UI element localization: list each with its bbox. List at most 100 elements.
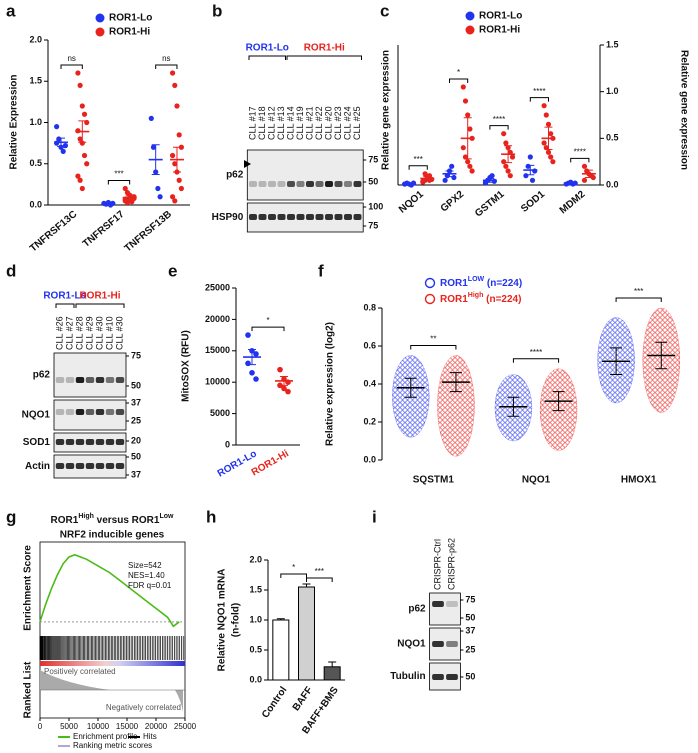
- significance-label: ****: [574, 147, 586, 156]
- legend-suffix: (n=224): [484, 278, 522, 289]
- lane-label: CLL #27: [64, 316, 74, 350]
- y-tick-label: 2.0: [249, 554, 262, 564]
- blot-strip: [429, 592, 461, 626]
- blot-band: [95, 463, 105, 469]
- stat-label: Size=542: [128, 561, 162, 570]
- blot-band: [105, 377, 115, 383]
- x-tick-label: 15000: [116, 722, 139, 731]
- blot-band: [75, 439, 85, 445]
- panel-letter: i: [372, 507, 377, 526]
- data-point: [75, 70, 81, 76]
- data-point: [467, 126, 473, 132]
- error-bar: [463, 117, 472, 160]
- error-bar: [423, 176, 432, 181]
- blot-band: [344, 214, 352, 220]
- significance-bracket: [489, 125, 509, 130]
- blot-band: [334, 181, 343, 187]
- error-bar: [526, 164, 535, 176]
- significance-label: ****: [533, 87, 545, 96]
- data-point: [245, 332, 251, 338]
- blot-band: [95, 409, 105, 415]
- error-bar: [507, 396, 520, 417]
- marker-label: 37: [465, 625, 475, 635]
- data-point: [543, 112, 549, 118]
- lane-label: CRISPR-Ctrl: [432, 539, 442, 590]
- blot-band: [268, 181, 276, 187]
- positive-label: Positively correlated: [44, 667, 116, 676]
- group-label: ROR1-Lo: [246, 43, 289, 54]
- data-point: [491, 178, 497, 184]
- legend-marker: [465, 25, 475, 35]
- data-point: [545, 121, 552, 127]
- group-label: ROR1-Hi: [304, 43, 345, 54]
- y-tick-label: 15000: [205, 345, 230, 355]
- blot-band: [55, 463, 65, 469]
- data-point: [129, 199, 135, 205]
- significance-label: ****: [530, 348, 542, 357]
- data-point: [75, 173, 81, 179]
- x-tick-label: GPX2: [439, 189, 467, 215]
- y-tick-label: 20000: [205, 314, 230, 324]
- blot-band: [334, 214, 343, 220]
- error-bar: [610, 347, 623, 375]
- lane-label: CLL #24: [342, 106, 352, 140]
- lane-label: CLL #23: [333, 106, 343, 140]
- data-point: [543, 145, 549, 151]
- group-label: ROR1-Hi: [79, 291, 120, 302]
- blot-band: [249, 181, 257, 187]
- blot-strip: [246, 202, 364, 233]
- data-point: [469, 168, 475, 174]
- lane-label: CLL #17: [247, 106, 257, 140]
- marker-label: 75: [368, 154, 378, 164]
- x-tick-label: NQO1: [397, 189, 426, 216]
- blot-band: [353, 214, 362, 220]
- title-sup: Low: [159, 513, 174, 520]
- bar: [323, 666, 341, 681]
- axis-label: Enrichment Score: [23, 545, 34, 631]
- x-tick-label: 25000: [174, 722, 197, 731]
- error-bar: [172, 146, 181, 173]
- blot-band: [296, 181, 305, 187]
- panel-letter: f: [318, 261, 324, 280]
- blot-band: [306, 181, 314, 187]
- data-point: [155, 185, 161, 192]
- blot-band: [65, 439, 75, 445]
- legend-marker: [424, 277, 436, 289]
- data-point: [172, 198, 178, 204]
- data-point: [503, 140, 509, 146]
- error-bar: [445, 170, 454, 178]
- data-point: [178, 144, 184, 150]
- bar: [298, 586, 315, 681]
- x-tick-label: HMOX1: [621, 475, 657, 486]
- row-label: NQO1: [397, 639, 426, 650]
- blot-band: [432, 674, 444, 680]
- lane-label: CLL #14: [285, 106, 295, 140]
- error-bar: [655, 341, 668, 370]
- data-point: [541, 103, 547, 109]
- legend-name: ROR1: [440, 294, 468, 305]
- data-point: [84, 161, 90, 167]
- blot-band: [85, 377, 95, 383]
- error-bar: [280, 376, 288, 386]
- axis-label: (n-fold): [231, 603, 242, 637]
- x-tick-label: TNFRSF13B: [123, 209, 174, 255]
- blot-band: [432, 601, 444, 607]
- y-tick-label: 10000: [205, 377, 230, 387]
- axis-label: Relative gene expression: [381, 50, 392, 170]
- data-point: [467, 163, 473, 169]
- x-tick-label: 10000: [87, 722, 110, 731]
- marker-label: 75: [368, 220, 378, 230]
- legend-label: Hits: [143, 732, 157, 741]
- axis-label: Relative expression (log2): [325, 322, 336, 446]
- blot-band: [95, 439, 105, 445]
- data-point: [77, 136, 83, 142]
- chart-subtitle: NRF2 inducible genes: [60, 530, 165, 541]
- error-bar: [485, 177, 494, 183]
- blot-band: [249, 214, 257, 220]
- data-point: [172, 161, 178, 167]
- error-bar: [552, 391, 565, 412]
- error-bar: [449, 372, 462, 393]
- data-point: [465, 159, 471, 165]
- lane-label: CLL #20: [323, 106, 333, 140]
- row-label: NQO1: [22, 410, 51, 421]
